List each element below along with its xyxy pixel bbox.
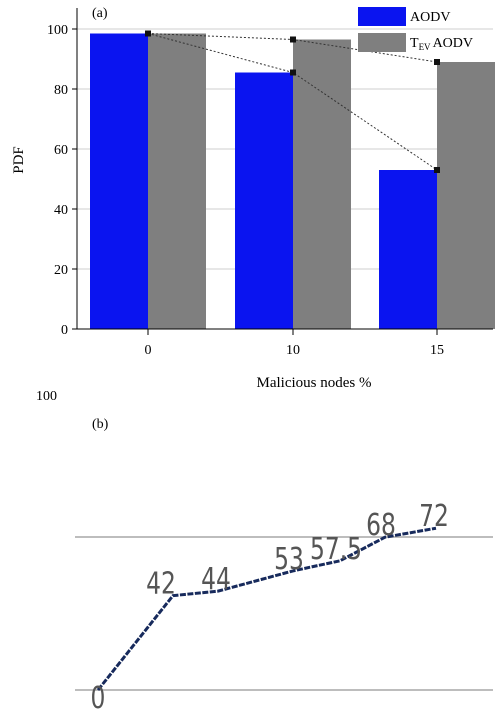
y-tick-label: 40 [54,203,68,218]
data-labels: 0 42 44 53 57.568 72 [91,499,449,712]
y-tick-labels: 0 20 40 60 80 100 [47,23,77,338]
legend-swatch-tev-aodv [358,33,406,52]
data-label: 44 [201,562,231,597]
bar-aodv [90,33,148,329]
legend-label-aodv: AODV [410,10,450,25]
y-tick-label: 100 [47,23,68,38]
legend-swatch-aodv [358,7,406,26]
series-line [96,526,437,691]
data-label: 72 [419,499,449,534]
panel-b-top-tick: 100 [36,389,57,404]
panel-a-chart: 0 20 40 60 80 100 0 10 15 (a) PDF Malicious nod… [11,6,495,391]
x-tick-label: 15 [430,343,444,358]
panel-b-label: (b) [92,417,109,432]
data-label: 57.5 [310,532,362,567]
data-label: 68 [366,508,396,543]
y-tick-label: 60 [54,143,68,158]
data-point-marker [290,36,296,43]
y-tick-label: 0 [61,323,68,338]
bar-aodv [379,170,437,329]
panel-a-label: (a) [92,6,108,21]
y-axis-label: PDF [11,146,27,174]
data-label: 53 [274,542,304,577]
bar-tev-aodv [437,62,495,329]
legend: AODV TEV AODV [358,7,473,52]
bar-tev-aodv [293,39,351,329]
legend-tev-subscript: EV [419,42,431,52]
y-tick-label: 20 [54,263,68,278]
axes [76,8,493,330]
data-point-marker [434,167,440,173]
y-tick-label: 80 [54,83,68,98]
data-label: 0 [91,681,106,712]
series-line-path [96,526,437,691]
legend-tev-name: AODV [433,36,473,51]
grid-lines [75,536,493,691]
x-tick-label: 0 [145,343,152,358]
x-tick-labels: 0 10 15 [145,329,444,358]
bar-tev-aodv [148,33,206,329]
legend-tev-prefix: T [410,36,419,51]
data-point-marker [290,69,296,76]
bars [90,33,495,329]
x-tick-label: 10 [286,343,300,358]
data-point-marker [434,59,440,65]
series-trend-lines [145,30,440,173]
legend-label-tev-aodv: TEV AODV [410,36,473,52]
data-label: 42 [146,567,176,602]
data-point-marker [145,30,151,37]
x-axis-label: Malicious nodes % [257,375,372,391]
bar-aodv [235,72,293,329]
panel-b-chart: 0 42 44 53 57.568 72 [75,499,493,712]
